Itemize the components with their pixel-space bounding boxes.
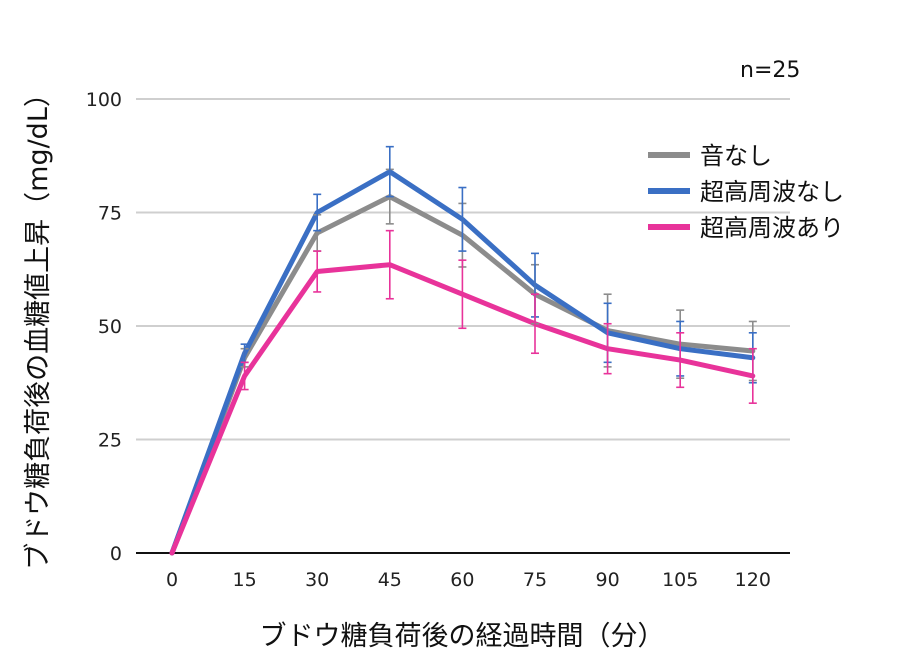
x-tick-label: 0 xyxy=(166,569,178,591)
legend-label: 音なし xyxy=(700,142,772,170)
x-tick-label: 105 xyxy=(662,569,698,591)
legend-label: 超高周波なし xyxy=(700,178,844,206)
y-tick-label: 25 xyxy=(98,430,122,452)
x-axis-title: ブドウ糖負荷後の経過時間（分） xyxy=(260,621,665,652)
x-tick-label: 30 xyxy=(305,569,329,591)
y-tick-label: 75 xyxy=(98,203,122,225)
x-tick-label: 15 xyxy=(233,569,257,591)
y-axis-title: ブドウ糖負荷後の血糖値上昇（mg/dL） xyxy=(23,80,54,570)
error-bars xyxy=(240,145,757,404)
x-tick-label: 120 xyxy=(735,569,771,591)
x-tick-labels: 0 15 30 45 60 75 90 105 120 xyxy=(166,569,771,591)
y-tick-label: 0 xyxy=(110,543,122,565)
x-tick-label: 45 xyxy=(378,569,402,591)
x-tick-label: 75 xyxy=(523,569,547,591)
y-tick-label: 100 xyxy=(86,89,122,111)
x-tick-label: 60 xyxy=(450,569,474,591)
legend-label: 超高周波あり xyxy=(700,214,844,242)
sample-size-note: n=25 xyxy=(740,58,800,83)
y-tick-labels: 0 25 50 75 100 xyxy=(86,89,122,565)
x-tick-label: 90 xyxy=(596,569,620,591)
y-tick-label: 50 xyxy=(98,316,122,338)
